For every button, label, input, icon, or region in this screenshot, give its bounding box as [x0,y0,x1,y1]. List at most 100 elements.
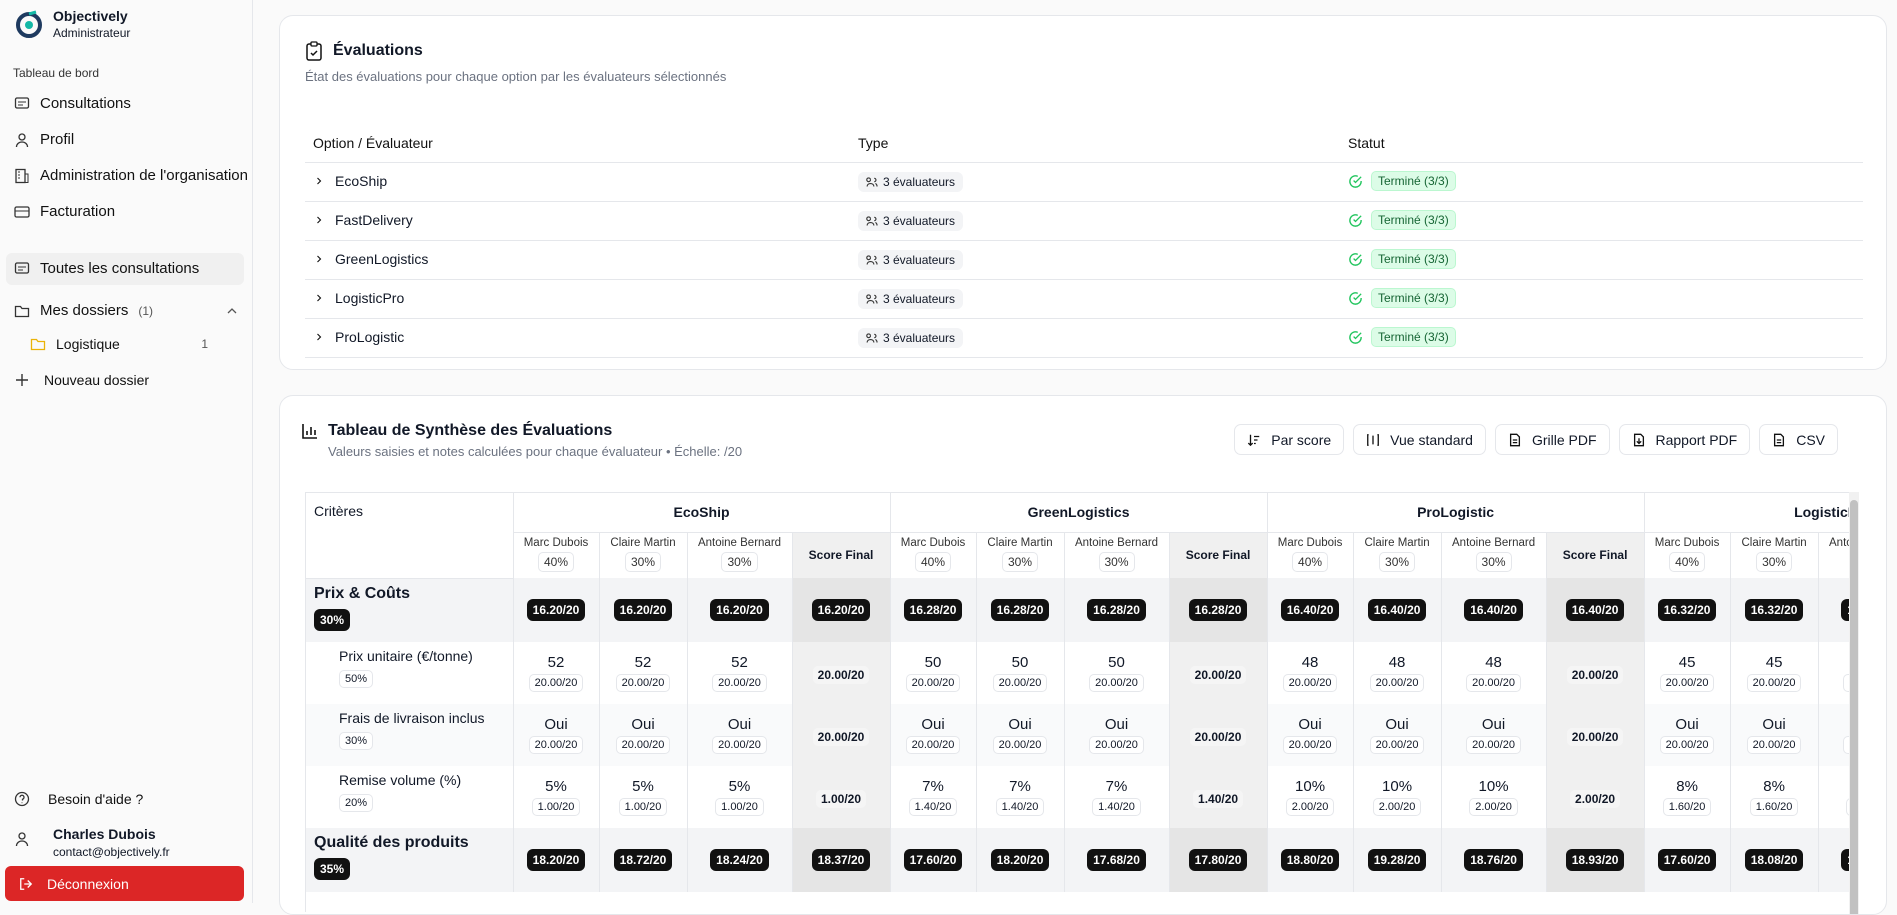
card-subtitle: État des évaluations pour chaque option … [305,69,727,84]
group-final: 18.93/20 [1565,849,1625,871]
criterion-row: Frais de livraison inclus 30% Oui 20.00/20 O… [306,704,1849,766]
result-score: 20.00/20 [528,674,584,692]
status-badge: Terminé (3/3) [1371,249,1456,270]
icon [14,205,30,218]
type-cell: 3 évaluateurs [850,240,1340,280]
option-name: LogisticPro [335,290,405,306]
result-cell: 8%1.60/20 [1818,766,1849,828]
result-cell: 8%1.60/20 [1730,766,1819,828]
toolbar-button[interactable]: CSV [1759,424,1838,455]
result-value: 7% [1009,778,1031,795]
result-cell: Oui 20.00/20 [1644,704,1731,766]
evaluator-name: Antoine Bernard [1452,536,1536,549]
result-value: Oui [1762,716,1786,733]
result-value: 48 [1301,654,1319,671]
evaluator-header: Claire Martin 30% [1353,532,1442,578]
logout-button[interactable]: Déconnexion [5,866,244,901]
evaluator-header: Antoine Bernard 30% [1064,532,1170,578]
result-cell: Oui 20.00/20 [1730,704,1819,766]
evaluator-name: Marc Dubois [1277,536,1343,549]
option-cell: FastDelivery [305,201,850,241]
icon [317,255,322,263]
result-score: 20.00/20 [1282,674,1338,692]
folders-header[interactable]: Mes dossiers (1) [14,302,238,319]
status-cell: Terminé (3/3) [1340,279,1863,319]
result-score: 20.00/20 [1746,674,1802,692]
type-badge: 3 évaluateurs [858,249,964,270]
status: Terminé (3/3) [1348,288,1456,309]
folders-count: (1) [138,303,154,318]
evaluator-header: Antoine Bernard 30% [1441,532,1547,578]
result-score: 20.00/20 [992,736,1048,754]
folder-name: Logistique [56,336,120,352]
option: ProLogistic [313,329,404,345]
group-cell: Prix & Coûts 30% [306,578,514,642]
section-label: Tableau de bord [13,66,100,80]
evaluation-row[interactable]: ProLogistic 3 évaluateurs Terminé (3/3) [305,318,1863,358]
group-cell: Qualité des produits 35% [306,828,514,892]
type-cell: 3 évaluateurs [850,318,1340,358]
nav-item[interactable]: Facturation [14,203,115,220]
toolbar-button[interactable]: Par score [1234,424,1345,455]
icon [317,177,322,185]
brand: Objectively [53,8,128,24]
result-score: 2.00/20 [1372,798,1422,816]
result-value: 50 [1108,654,1125,671]
toolbar: Par score Vue standard Grille PDF Rapport P… [1225,424,1838,455]
toolbar-button[interactable]: Vue standard [1353,424,1486,455]
option-name: GreenLogistics [335,251,429,267]
evaluator-name: Marc Dubois [1654,536,1720,549]
nav-item[interactable]: Consultations [14,95,131,112]
evaluation-row[interactable]: GreenLogistics 3 évaluateurs Terminé (3/3) [305,240,1863,280]
result-score: 20.00/20 [1843,674,1849,692]
evaluator-weight: 40% [1292,551,1329,572]
evaluation-row[interactable]: LogisticPro 3 évaluateurs Terminé (3/3) [305,279,1863,319]
group-score: 16.20/20 [526,599,586,621]
evaluation-row[interactable]: FastDelivery 3 évaluateurs Terminé (3/3) [305,201,1863,241]
folder-item[interactable]: Logistique 1 [30,336,208,352]
column-header: Type [850,124,1340,163]
evaluator-name: Antoine Bernard [1829,536,1849,549]
result-cell: 50 20.00/20 [890,642,977,704]
help[interactable]: Besoin d'aide ? [14,791,143,807]
result-score: 1.00/20 [531,798,581,816]
group-score: 16.28/20 [990,599,1050,621]
group-score: 17.56/20 [1841,849,1849,871]
icon [15,132,29,147]
result-value: Oui [1481,716,1506,733]
result-value: 8% [1819,778,1849,795]
column-header: Option / Évaluateur [305,124,850,163]
nav-label: Profil [40,131,75,148]
group-score-cell: 17.56/20 [1818,828,1849,892]
toolbar-button[interactable]: Grille PDF [1494,424,1610,455]
toolbar-button[interactable]: Rapport PDF [1618,424,1751,455]
result-final: 1.00/20 [815,789,867,808]
result-score: 20.00/20 [1466,674,1521,692]
result-cell: 10% 2.00/20 [1353,766,1442,828]
icon [14,791,30,807]
evaluator-weight: 40% [915,551,952,572]
new-folder[interactable]: Nouveau dossier [14,372,149,388]
evaluation-row[interactable]: EcoShip 3 évaluateurs Terminé (3/3) [305,162,1863,202]
nav-item[interactable]: Administration de l'organisation [14,167,248,184]
group-score-cell: 18.24/20 [687,828,793,892]
new-folder-label: Nouveau dossier [44,372,150,388]
result-value: Oui [1819,716,1849,733]
group-score: 16.32/20 [1657,599,1717,621]
result-score: 20.00/20 [615,736,671,754]
card-title: Tableau de Synthèse des Évaluations [328,422,613,439]
group-score-cell: 16.40/20 [1441,578,1547,642]
icon [866,215,878,226]
icon [30,338,46,351]
group-score: 18.76/20 [1464,849,1523,871]
icon [1349,174,1362,188]
main: Évaluations État des évaluations pour ch… [253,0,1897,915]
icon [1248,434,1260,446]
criterion-cell: Frais de livraison inclus 30% [306,704,514,766]
criterion-cell: Prix unitaire (€/tonne) 50% [306,642,514,704]
result-score: 1.40/20 [908,798,958,816]
nav-item[interactable]: Profil [14,131,74,148]
icon [866,332,878,343]
nav-item[interactable]: Toutes les consultations [14,260,199,277]
result-cell: 50 20.00/20 [1064,642,1170,704]
